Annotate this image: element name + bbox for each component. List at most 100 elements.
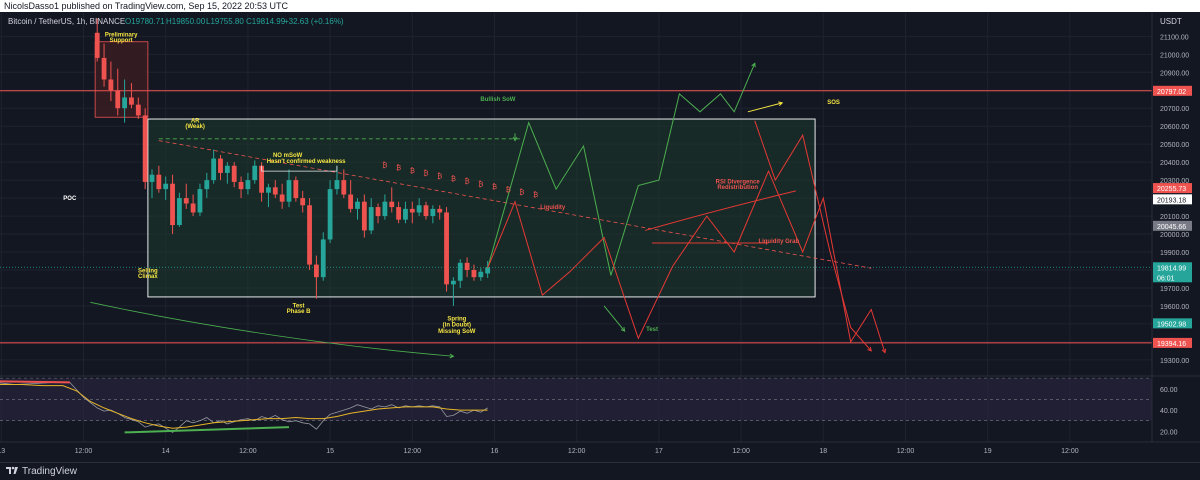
candle-body — [279, 194, 285, 202]
bitcoin-mark: ₿ — [437, 172, 442, 180]
candle-body — [218, 158, 223, 173]
time-tick-label: 15 — [326, 448, 334, 455]
candle-body — [286, 180, 292, 202]
candle-body — [252, 165, 258, 181]
rsi-ma-line — [0, 384, 488, 429]
candle-body — [355, 201, 360, 209]
annotation-label: Liquidity — [540, 205, 566, 211]
candle-body — [115, 90, 121, 109]
price-label: 20193.18 — [1157, 197, 1186, 204]
price-label-box — [1153, 318, 1192, 329]
candle-body — [122, 97, 127, 109]
ohlc-change: +32.63 (+0.16%) — [284, 17, 344, 26]
candle-body — [368, 207, 374, 231]
candle-body — [334, 180, 340, 190]
annotation-label: Test — [646, 327, 658, 333]
annotation-label: NO mSoW — [273, 153, 303, 159]
footer: TradingView — [0, 462, 1200, 480]
rsi-tick-label: 20.00 — [1160, 429, 1178, 436]
annotation-label: Bullish SoW — [480, 97, 515, 103]
candle-body — [149, 174, 155, 182]
candle-body — [485, 267, 491, 274]
candle-body — [177, 198, 182, 226]
brand-name: TradingView — [22, 466, 78, 477]
price-tick-label: 21000.00 — [1160, 52, 1189, 59]
price-tick-label: 20100.00 — [1160, 214, 1189, 221]
candle-body — [142, 115, 148, 182]
price-label-box — [1153, 194, 1192, 205]
candle-body — [272, 187, 278, 195]
candle-body — [224, 165, 230, 173]
price-axis: 21100.0021000.0020900.0020800.0020700.00… — [1151, 13, 1192, 442]
candle-body — [94, 32, 100, 58]
price-tick-label: 20400.00 — [1160, 160, 1189, 167]
time-tick-label: 12:00 — [568, 448, 586, 455]
candle-body — [238, 181, 244, 190]
candle-body — [471, 269, 477, 278]
bitcoin-mark: ₿ — [396, 164, 401, 172]
candle-body — [389, 201, 395, 208]
annotation-label: Phase B — [287, 309, 311, 315]
price-tick-label: 20600.00 — [1160, 124, 1189, 131]
candle-body — [382, 201, 388, 217]
annotation-label: (in Doubt) — [443, 323, 471, 329]
price-label: 19814.99 — [1157, 265, 1186, 272]
candle-body — [464, 262, 470, 270]
annotation-label: SOS — [827, 100, 840, 106]
candle-body — [108, 79, 114, 91]
price-label: 20255.73 — [1157, 186, 1186, 193]
bitcoin-mark: ₿ — [451, 175, 456, 183]
sentiment-curve — [90, 301, 454, 357]
candle-body — [129, 97, 134, 105]
rsi-bull-div-line — [124, 426, 290, 434]
price-label-box — [1153, 262, 1192, 283]
price-tick-label: 20300.00 — [1160, 178, 1189, 185]
tradingview-logo-icon — [6, 466, 18, 474]
annotation-label: AR — [191, 119, 200, 125]
annotation-label: Support — [110, 38, 133, 44]
annotation-label: RSI Divergence — [716, 180, 761, 186]
zones — [94, 41, 816, 298]
candle-body — [348, 194, 354, 209]
time-tick-label: 18 — [819, 448, 827, 455]
time-tick-label: 14 — [162, 448, 170, 455]
candle-body — [430, 208, 436, 217]
ohlc-high: H19850.00 — [166, 17, 206, 26]
candle-body — [293, 180, 299, 199]
candle-body — [101, 57, 107, 80]
candle-body — [341, 180, 347, 195]
price-tick-label: 19900.00 — [1160, 250, 1189, 257]
bitcoin-mark: ₿ — [506, 186, 511, 194]
candle-body — [259, 165, 264, 193]
price-tick-label: 19700.00 — [1160, 286, 1189, 293]
rsi-divergence-curve — [645, 190, 797, 231]
bitcoin-mark: ₿ — [382, 162, 387, 170]
bullish-projection-path — [487, 63, 756, 276]
symbol-title: Bitcoin / TetherUS, 1h, BINANCE — [8, 17, 125, 26]
ohlc-open: O19780.71 — [125, 17, 165, 26]
annotation-label: Redistribution — [717, 185, 758, 191]
annotation-label: Liquidity Grab — [758, 239, 799, 245]
candle-body — [314, 264, 319, 278]
bitcoin-mark: ₿ — [478, 180, 483, 188]
candle-body — [361, 201, 367, 231]
price-tick-label: 20500.00 — [1160, 142, 1189, 149]
price-label-box — [1153, 337, 1192, 348]
candle-body — [327, 189, 333, 240]
no-msow-bracket — [261, 165, 338, 172]
price-label-box — [1153, 220, 1192, 231]
symbol-header: Bitcoin / TetherUS, 1h, BINANCE O19780.7… — [8, 17, 1182, 26]
test-arrow — [603, 305, 625, 332]
bitcoin-mark: ₿ — [423, 170, 428, 178]
price-tick-label: 20700.00 — [1160, 106, 1189, 113]
price-tick-label: 19600.00 — [1160, 304, 1189, 311]
candle-body — [444, 212, 449, 285]
candle-body — [170, 183, 175, 226]
annotation-label: (Weak) — [185, 124, 205, 130]
time-tick-label: 16 — [491, 448, 499, 455]
time-tick-label: 19 — [984, 448, 992, 455]
candle-body — [190, 203, 196, 213]
arrowhead — [512, 136, 518, 142]
candle-body — [396, 207, 401, 220]
